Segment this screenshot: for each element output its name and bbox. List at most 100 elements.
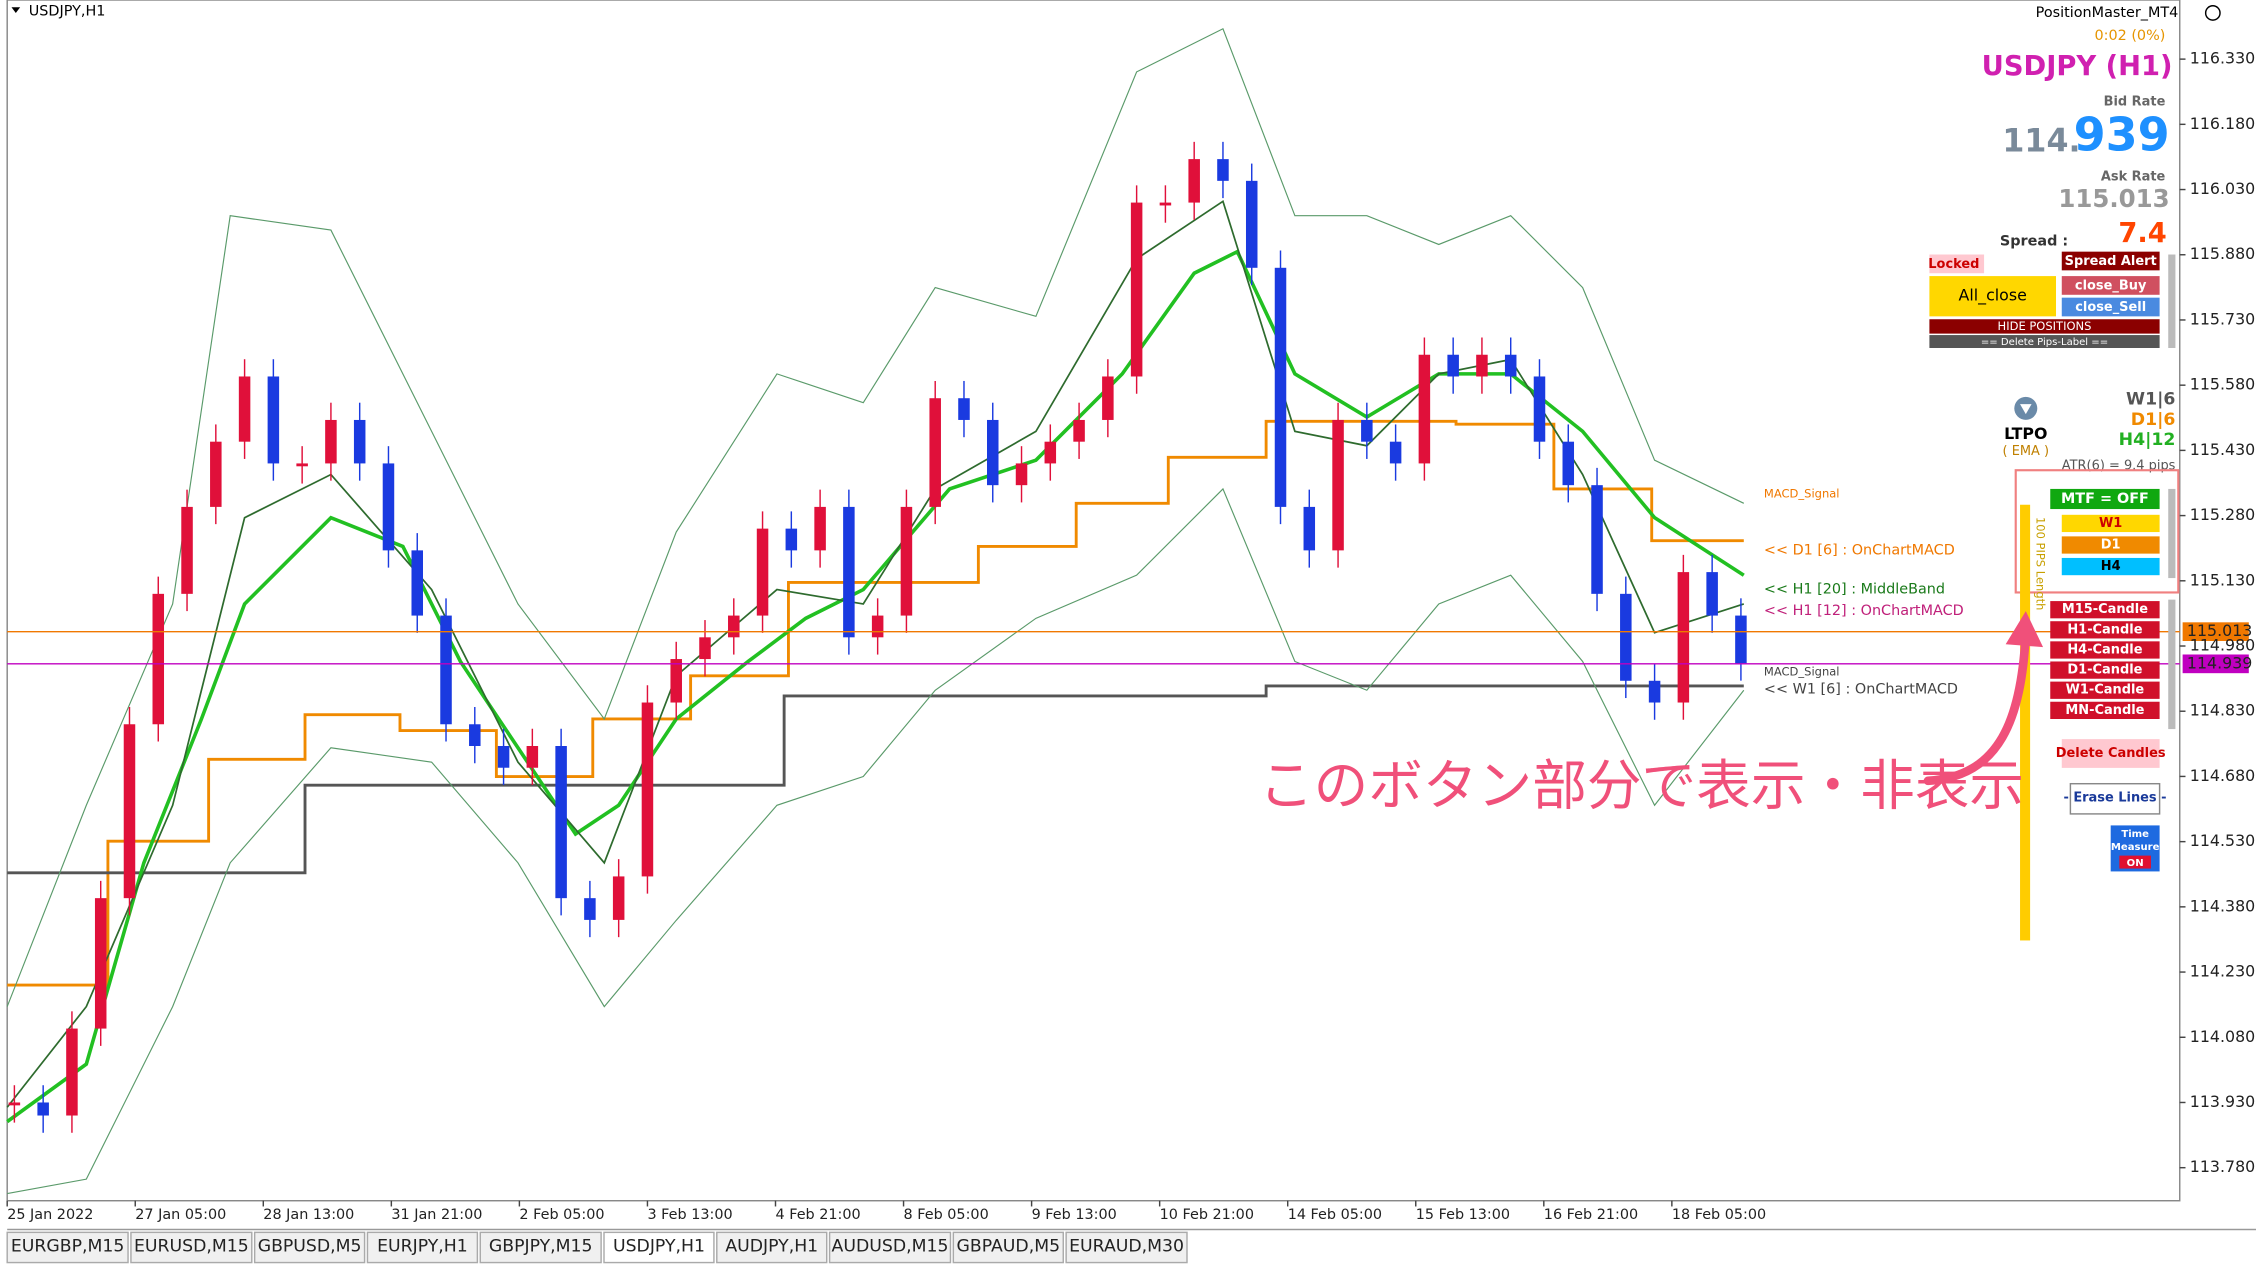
bid-title: Bid Rate [2104,95,2166,110]
tab-label: EURUSD,M15 [134,1237,249,1257]
candle [1332,419,1344,551]
candles [8,141,1747,1133]
candle-button-label: D1-Candle [2067,663,2142,678]
candle [900,506,913,616]
w1-count: W1|6 [2126,390,2175,410]
delete-pips-label: == Delete Pips-Label == [1981,337,2108,348]
delete-candles-button[interactable] [2061,739,2160,768]
candle-button-label: W1-Candle [2066,683,2145,698]
erase-lines-button[interactable] [2069,782,2161,815]
scrollbar [2168,254,2176,348]
delete-candles-label: Delete Candles [2056,746,2166,761]
w1-button[interactable] [2061,514,2160,533]
hide-positions-button[interactable] [1929,319,2160,334]
mtf-button[interactable] [2050,488,2160,510]
all-close-button[interactable] [1929,276,2057,317]
y-tick-label: 113.780 [2190,1157,2255,1176]
y-tick-label: 114.530 [2190,831,2255,850]
price-tag-label: 115.013 [2187,621,2252,640]
spread-alert-button[interactable] [2061,251,2160,271]
pips-length-label: 100 PIPS Length [2034,517,2048,610]
measure-label: Measure [2111,842,2160,853]
tab-label: AUDJPY,H1 [725,1237,818,1257]
candle [238,376,251,442]
lower-band [7,487,1745,1195]
close-sell-button[interactable] [2061,297,2160,317]
plot [6,27,1745,1195]
candle [1504,354,1517,377]
close-buy-button[interactable] [2061,276,2160,295]
candle-button-label: MN-Candle [2065,703,2144,718]
ltpo-arrow [2020,404,2032,415]
candle [612,876,625,920]
ask-title: Ask Rate [2101,169,2166,184]
candle [296,463,308,467]
tab-label: GBPJPY,M15 [489,1237,593,1257]
plot-frame [6,0,2181,1202]
y-tick-label: 114.230 [2190,962,2255,981]
close-buy-label: close_Buy [2075,279,2147,294]
tab[interactable] [716,1231,828,1264]
locked-button[interactable] [1929,254,1985,274]
on-badge [2119,855,2151,869]
ask: 115.013 [2058,184,2169,213]
delete-pips-button[interactable] [1929,335,2160,348]
candle-button[interactable] [2050,661,2160,679]
candle [1562,441,1575,486]
candle [411,550,423,616]
h1-macd-line [6,249,1745,1124]
candle [325,419,337,464]
tab[interactable] [603,1231,715,1264]
candle-button[interactable] [2050,601,2160,619]
candle-button[interactable] [2050,701,2160,719]
candle [1245,180,1258,268]
candle-button[interactable] [2050,621,2160,639]
bid-frac: 939 [2074,108,2170,162]
candle [1274,267,1287,507]
candle [555,745,567,899]
tab[interactable] [6,1231,129,1264]
w1-macd-line [7,684,1744,875]
y-tick-label: 115.580 [2190,375,2255,394]
candle-button[interactable] [2050,641,2160,659]
y-tick-label: 115.880 [2190,244,2255,263]
tab[interactable] [952,1231,1064,1264]
x-tick-label: 4 Feb 21:00 [776,1207,861,1223]
y-tick-label: 114.980 [2190,636,2255,655]
x-tick-label: 10 Feb 21:00 [1160,1207,1254,1223]
spread-alert-label: Spread Alert [2065,254,2157,269]
smiley [2204,5,2221,21]
timer: 0:02 (0%) [2094,28,2165,44]
y-tick-label: 114.080 [2190,1027,2255,1046]
candle [1620,593,1632,681]
tab[interactable] [828,1231,952,1264]
line-label: << D1 [6] : OnChartMACD [1764,542,1955,558]
tab-label: EURAUD,M30 [1069,1237,1184,1257]
candle-button[interactable] [2050,681,2160,699]
y-tick-label: 114.680 [2190,766,2255,785]
candle-buttons: M15-Candle H1-Candle H4-Candle D1-Candle W1-… [2050,601,2160,719]
y-tick-label: 116.330 [2190,49,2255,68]
h4-button[interactable] [2061,557,2160,576]
ema: ( EMA ) [2003,444,2050,459]
candle [1217,159,1229,181]
on-label: ON [2127,858,2144,869]
candle [987,419,999,486]
h4-count: H4|12 [2119,430,2176,450]
candle [94,898,107,1029]
candle [1044,441,1057,464]
tab[interactable] [1065,1231,1188,1264]
time-label: Time [2121,829,2149,840]
tab[interactable] [130,1231,253,1264]
candle [1389,441,1402,464]
tab[interactable] [253,1231,366,1264]
tab[interactable] [479,1231,602,1264]
d1-button[interactable] [2061,536,2160,554]
x-tick-label: 15 Feb 13:00 [1416,1207,1510,1223]
price-axis: 116.330 116.180 116.030 115.880 115.730 115.5… [2179,49,2255,1176]
tab[interactable] [366,1231,479,1264]
candle [1073,419,1085,442]
candle [1677,572,1690,703]
x-tick-label: 25 Jan 2022 [7,1207,93,1223]
candle [929,398,941,507]
